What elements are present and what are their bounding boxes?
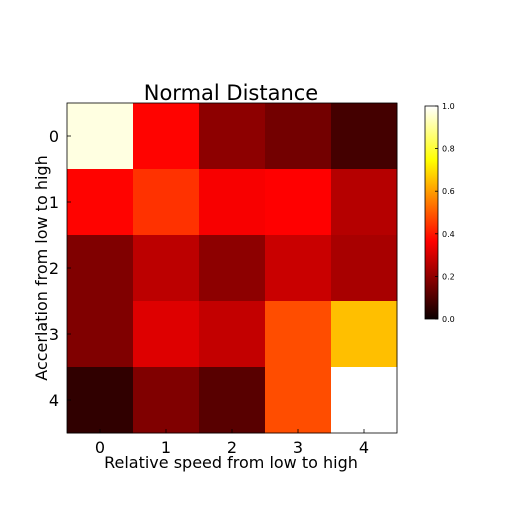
heatmap-cell-r4-c2	[199, 367, 266, 434]
heatmap-cell-r3-c0	[67, 301, 134, 368]
x-tick-label-3: 3	[293, 438, 303, 457]
heatmap-cell-r1-c1	[133, 169, 200, 236]
colorbar-tick-label-1: 0.2	[442, 272, 455, 281]
x-tick-label-1: 1	[161, 438, 171, 457]
heatmap-cell-r1-c0	[67, 169, 134, 236]
x-axis-label: Relative speed from low to high	[104, 453, 358, 472]
colorbar-ticks: 0.0 0.2 0.4 0.6 0.8 1.0	[435, 102, 455, 324]
heatmap-cell-r0-c1	[133, 103, 200, 170]
x-axis-ticks: 0 1 2 3 4	[95, 429, 369, 457]
y-axis-ticks: 0 1 2 3 4	[49, 127, 71, 410]
colorbar-tick-label-0: 0.0	[442, 315, 455, 324]
x-tick-label-0: 0	[95, 438, 105, 457]
colorbar-tick-label-3: 0.6	[442, 187, 455, 196]
heatmap-cell-r2-c3	[265, 235, 332, 302]
heatmap-cell-r1-c4	[331, 169, 398, 236]
heatmap-cell-r3-c3	[265, 301, 332, 368]
heatmap-cell-r3-c4	[331, 301, 398, 368]
y-tick-label-0: 0	[49, 127, 59, 146]
y-axis-label: Accerlation from low to high	[32, 155, 51, 380]
heatmap-cell-r4-c1	[133, 367, 200, 434]
heatmap-cells	[67, 103, 398, 434]
heatmap-cell-r2-c1	[133, 235, 200, 302]
heatmap-cell-r1-c3	[265, 169, 332, 236]
x-tick-label-2: 2	[227, 438, 237, 457]
heatmap-cell-r4-c0	[67, 367, 134, 434]
heatmap-cell-r2-c0	[67, 235, 134, 302]
x-tick-label-4: 4	[359, 438, 369, 457]
colorbar-tick-label-4: 0.8	[442, 145, 455, 154]
heatmap-cell-r3-c2	[199, 301, 266, 368]
heatmap-cell-r4-c3	[265, 367, 332, 434]
heatmap-cell-r0-c3	[265, 103, 332, 170]
y-tick-label-1: 1	[49, 193, 59, 212]
heatmap-cell-r4-c4	[331, 367, 398, 434]
y-tick-label-2: 2	[49, 259, 59, 278]
heatmap-cell-r0-c2	[199, 103, 266, 170]
colorbar-tick-label-5: 1.0	[442, 102, 455, 111]
heatmap-cell-r1-c2	[199, 169, 266, 236]
heatmap-cell-r2-c4	[331, 235, 398, 302]
heatmap-cell-r2-c2	[199, 235, 266, 302]
y-tick-label-4: 4	[49, 391, 59, 410]
heatmap-cell-r0-c0	[67, 103, 134, 170]
chart-title: Normal Distance	[144, 81, 318, 105]
heatmap-cell-r3-c1	[133, 301, 200, 368]
colorbar	[424, 105, 439, 320]
heatmap-cell-r0-c4	[331, 103, 398, 170]
colorbar-tick-label-2: 0.4	[442, 230, 455, 239]
y-tick-label-3: 3	[49, 325, 59, 344]
